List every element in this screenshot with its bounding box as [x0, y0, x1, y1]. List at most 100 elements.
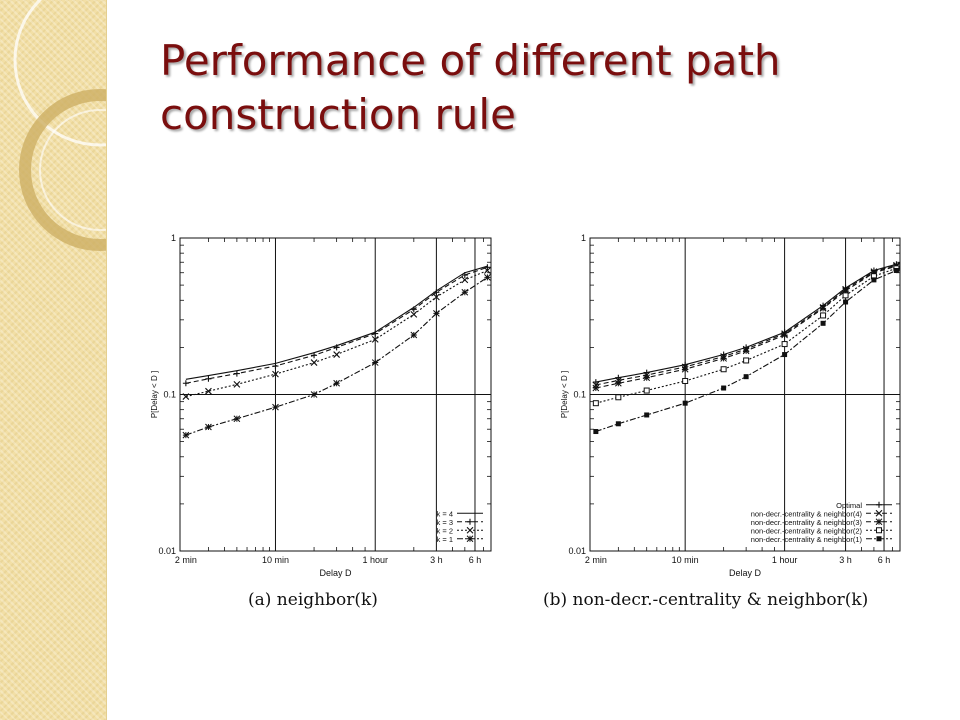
slide-title: Performance of different path constructi…	[160, 36, 781, 139]
chart-a-y-tick-label: 1	[171, 233, 176, 243]
chart-a-data-point	[311, 352, 318, 359]
chart-b-x-tick-label: 10 min	[672, 555, 699, 565]
chart-b-legend-marker	[876, 527, 882, 534]
chart-a-x-axis-label: Delay D	[319, 568, 352, 578]
decorative-rings	[13, 0, 106, 251]
chart-b-data-point	[820, 312, 827, 319]
chart-a-data-point	[182, 393, 190, 400]
chart-b-x-tick-label: 1 hour	[772, 555, 798, 565]
chart-a-data-point	[433, 293, 440, 301]
chart-a-data-point	[410, 306, 417, 313]
chart-a-x-tick-label: 3 h	[430, 555, 443, 565]
chart-a-data-point	[205, 375, 212, 382]
chart-b-data-point	[843, 299, 849, 305]
chart-a-data-point	[182, 431, 190, 439]
decorative-sidebar	[0, 0, 107, 720]
chart-a-y-tick-label: 0.1	[163, 390, 176, 400]
chart-a-data-point	[371, 359, 379, 366]
chart-b-data-point	[743, 374, 749, 380]
chart-a-data-point	[433, 289, 440, 296]
chart-a-data-point	[182, 380, 189, 387]
chart-b-legend-label: non-decr.-centrality & neighbor(2)	[751, 526, 863, 535]
chart-a-series-3	[182, 267, 491, 400]
chart-b-data-point	[593, 429, 599, 435]
chart-b-data-point	[592, 400, 599, 407]
chart-a-legend-marker	[466, 535, 474, 543]
chart-a-data-point	[372, 330, 379, 337]
chart-b-data-point	[871, 277, 877, 283]
chart-b-data-point	[893, 267, 899, 273]
chart-b-data-point	[592, 384, 600, 392]
chart-a-data-point	[433, 309, 440, 317]
chart-b-data-point	[781, 341, 788, 348]
chart-a-legend-label: k = 2	[437, 526, 453, 535]
chart-a-data-point	[333, 344, 340, 351]
chart-b-data-point	[720, 366, 727, 373]
chart-b-legend-marker	[875, 509, 883, 517]
chart-b-y-axis-label: P[Delay < D ]	[560, 371, 569, 418]
chart-b-data-point	[742, 347, 750, 355]
chart-a-data-point	[461, 288, 469, 296]
chart-a-data-point	[205, 423, 212, 431]
chart-b-y-tick-label: 1	[581, 233, 586, 243]
chart-a-x-tick-label: 2 min	[175, 555, 197, 565]
chart-b-x-axis-label: Delay D	[729, 568, 762, 578]
chart-a-legend-marker	[466, 526, 474, 534]
chart-neighbor-k: 2 min 10 min 1 hour 3 h 6 h 0.01 0.1 1 Delay D P[…	[150, 233, 492, 578]
chart-a-caption: (a) neighbor(k)	[248, 590, 378, 610]
chart-b-data-point	[842, 287, 849, 295]
chart-a-data-point	[233, 415, 241, 423]
chart-b-data-point	[819, 305, 827, 312]
chart-a-data-point	[310, 359, 318, 366]
chart-a-data-point	[272, 403, 279, 411]
chart-b-data-point	[592, 379, 599, 386]
chart-a-data-point	[333, 379, 340, 387]
chart-b-y-tick-label: 0.1	[573, 390, 586, 400]
chart-non-decr-centrality-neighbor-k: 2 min 10 min 1 hour 3 h 6 h 0.01 0.1 1 Delay D P[…	[560, 233, 901, 578]
chart-b-legend-marker	[876, 536, 882, 542]
chart-a-x-tick-label: 1 hour	[362, 555, 388, 565]
chart-a-data-point	[272, 370, 279, 378]
chart-a-data-point	[371, 335, 379, 343]
chart-a-y-tick-label: 0.01	[158, 546, 176, 556]
chart-b-data-point	[743, 357, 750, 364]
chart-a-x-tick-label: 10 min	[262, 555, 289, 565]
chart-a-data-point	[310, 391, 318, 398]
chart-a-legend-label: k = 1	[437, 535, 453, 544]
chart-b-data-point	[682, 377, 689, 384]
chart-b-legend-label: non-decr.-centrality & neighbor(1)	[751, 535, 863, 544]
chart-b-x-tick-label: 2 min	[585, 555, 607, 565]
chart-a-x-tick-label: 6 h	[469, 555, 482, 565]
chart-a-data-point	[484, 267, 491, 274]
chart-a-legend-marker	[467, 518, 473, 525]
chart-b-legend-label: Optimal	[836, 501, 862, 510]
chart-b-data-point	[615, 394, 622, 401]
chart-a-data-point	[233, 381, 241, 388]
chart-b-x-tick-label: 6 h	[878, 555, 891, 565]
chart-a-data-point	[205, 387, 212, 395]
chart-a-legend-label: k = 4	[437, 509, 453, 518]
chart-b-data-point	[782, 352, 788, 358]
chart-b-data-point	[643, 387, 650, 394]
chart-b-data-point	[592, 381, 600, 389]
chart-a-data-point	[461, 276, 469, 284]
chart-a-data-point	[410, 311, 418, 318]
chart-b-data-point	[721, 385, 727, 391]
chart-a-data-point	[333, 351, 341, 358]
chart-a-data-point	[410, 331, 418, 339]
chart-a-data-point	[484, 274, 491, 281]
chart-b-data-point	[781, 331, 788, 339]
chart-b-data-point	[643, 374, 651, 382]
chart-b-x-tick-label: 3 h	[839, 555, 852, 565]
chart-b-series-5	[593, 267, 899, 435]
chart-b-y-tick-label: 0.01	[568, 546, 586, 556]
chart-a-data-point	[484, 264, 491, 271]
chart-b-data-point	[615, 421, 621, 427]
chart-a-legend: k = 4k = 3k = 2k = 1	[437, 509, 483, 544]
chart-a-data-point	[461, 272, 468, 279]
chart-a-legend-label: k = 3	[437, 518, 453, 527]
chart-b-data-point	[682, 400, 688, 406]
chart-a-series-2	[182, 264, 491, 387]
chart-b-data-point	[614, 379, 622, 387]
chart-a-series-4	[182, 274, 491, 439]
